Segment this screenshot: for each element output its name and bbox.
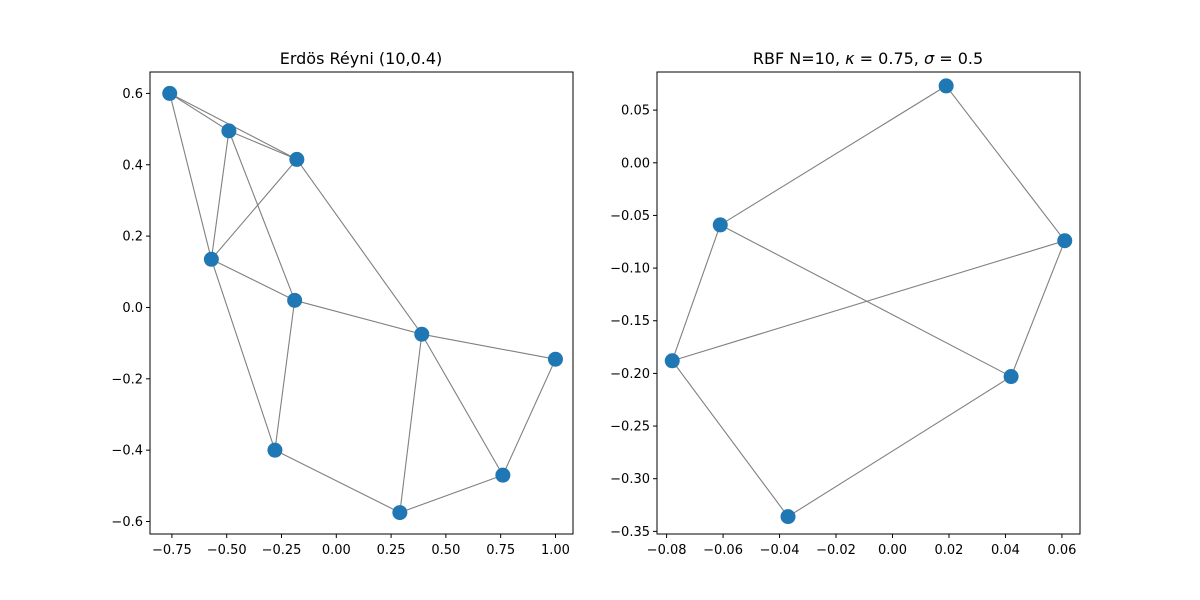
rbf-edge-5-4 xyxy=(787,376,1012,518)
erdos-renyi-edge-2-5 xyxy=(296,159,423,335)
rbf-ytick-label-0: 0.05 xyxy=(621,104,650,119)
erdos-renyi-nodes xyxy=(162,85,563,521)
erdos-renyi-y-axis: −0.6 −0.4 −0.2 0.0 0.2 0.4 0.6 xyxy=(111,87,150,530)
rbf-title-part-1: RBF N=10, xyxy=(753,49,845,68)
rbf-node-3 xyxy=(664,353,680,369)
rbf-edge-1-4 xyxy=(719,224,1012,378)
erdos-renyi-xtick-label-1: −0.50 xyxy=(207,543,247,558)
erdos-renyi-edge-8-9 xyxy=(399,474,504,514)
rbf-node-1 xyxy=(712,217,728,233)
rbf-ytick-label-2: −0.05 xyxy=(610,209,650,224)
erdos-renyi-node-0 xyxy=(162,85,178,101)
erdos-renyi-ytick-label-2: −0.2 xyxy=(111,372,143,387)
erdos-renyi-x-axis: −0.75 −0.50 −0.25 0.00 0.25 0.50 0.75 1.00 xyxy=(152,534,570,558)
rbf-ytick-label-7: −0.30 xyxy=(610,472,650,487)
rbf-ytick-label-3: −0.10 xyxy=(610,262,650,277)
rbf-xtick-label-1: −0.06 xyxy=(703,543,743,558)
erdos-renyi-ytick-label-5: 0.4 xyxy=(122,158,143,173)
rbf-xtick-label-6: 0.04 xyxy=(991,543,1020,558)
erdos-renyi-edge-1-2 xyxy=(228,130,298,160)
erdos-renyi-ytick-label-6: 0.6 xyxy=(122,87,143,102)
erdos-renyi-edge-3-4 xyxy=(211,258,295,301)
erdos-renyi-edge-1-4 xyxy=(228,130,296,301)
rbf-xtick-label-0: −0.08 xyxy=(647,543,687,558)
erdos-renyi-edge-6-9 xyxy=(502,358,556,476)
erdos-renyi-ytick-label-3: 0.0 xyxy=(122,301,143,316)
erdos-renyi-edge-5-9 xyxy=(421,333,504,476)
rbf-ytick-label-4: −0.15 xyxy=(610,314,650,329)
erdos-renyi-xtick-label-5: 0.50 xyxy=(431,543,460,558)
rbf-edges xyxy=(671,85,1066,518)
erdos-renyi-xtick-label-3: 0.00 xyxy=(322,543,351,558)
erdos-renyi-node-8 xyxy=(392,505,408,521)
rbf-xtick-label-3: −0.02 xyxy=(816,543,856,558)
rbf-ytick-label-5: −0.20 xyxy=(610,367,650,382)
erdos-renyi-edge-4-7 xyxy=(274,300,296,451)
erdos-renyi-node-1 xyxy=(221,123,237,139)
erdos-renyi-edge-3-7 xyxy=(210,259,276,451)
rbf-edge-1-3 xyxy=(671,224,721,361)
erdos-renyi-node-6 xyxy=(547,351,563,367)
erdos-renyi-title: Erdös Réyni (10,0.4) xyxy=(280,49,443,68)
erdos-renyi-node-3 xyxy=(203,251,219,267)
rbf-x-axis: −0.08 −0.06 −0.04 −0.02 0.00 0.02 0.04 0.06 xyxy=(647,534,1076,558)
rbf-xtick-label-2: −0.04 xyxy=(760,543,800,558)
rbf-panel: RBF N=10, κ = 0.75, σ = 0.5 −0.08 −0.06 −0… xyxy=(610,49,1081,558)
erdos-renyi-edge-5-6 xyxy=(421,333,556,360)
rbf-title-part-2: = 0.75, xyxy=(855,49,924,68)
rbf-ytick-label-1: 0.00 xyxy=(621,156,650,171)
rbf-ytick-label-6: −0.25 xyxy=(610,420,650,435)
erdos-renyi-ytick-label-1: −0.4 xyxy=(111,444,143,459)
erdos-renyi-edge-2-3 xyxy=(210,159,298,260)
rbf-edge-3-2 xyxy=(672,240,1065,362)
rbf-y-axis: 0.05 0.00 −0.05 −0.10 −0.15 −0.20 −0.25 −0.30 −0… xyxy=(610,104,657,540)
rbf-edge-2-4 xyxy=(1010,240,1066,377)
rbf-node-2 xyxy=(1057,233,1073,249)
rbf-nodes xyxy=(664,78,1073,525)
rbf-xtick-label-5: 0.02 xyxy=(935,543,964,558)
erdos-renyi-xtick-label-7: 1.00 xyxy=(541,543,570,558)
erdos-renyi-xtick-label-4: 0.25 xyxy=(377,543,406,558)
erdos-renyi-xtick-label-0: −0.75 xyxy=(152,543,192,558)
erdos-renyi-edge-0-3 xyxy=(169,93,212,260)
erdos-renyi-node-4 xyxy=(287,292,303,308)
rbf-title-part-3: = 0.5 xyxy=(934,49,983,68)
erdos-renyi-ytick-label-4: 0.2 xyxy=(122,230,143,245)
rbf-xtick-label-7: 0.06 xyxy=(1047,543,1076,558)
rbf-node-4 xyxy=(1003,369,1019,385)
erdos-renyi-xtick-label-2: −0.25 xyxy=(262,543,302,558)
erdos-renyi-edge-4-5 xyxy=(294,299,422,335)
rbf-axes-frame xyxy=(656,71,1081,535)
rbf-edge-3-5 xyxy=(671,360,789,517)
erdos-renyi-node-9 xyxy=(495,467,511,483)
rbf-title-sigma: σ xyxy=(924,49,935,68)
erdos-renyi-edge-0-1 xyxy=(169,92,230,132)
erdos-renyi-ytick-label-0: −0.6 xyxy=(111,515,143,530)
erdos-renyi-edge-1-3 xyxy=(210,130,230,260)
erdos-renyi-axes-frame xyxy=(149,71,574,535)
erdos-renyi-node-5 xyxy=(414,326,430,342)
rbf-xtick-label-4: 0.00 xyxy=(878,543,907,558)
erdos-renyi-edge-5-8 xyxy=(399,334,423,513)
rbf-node-0 xyxy=(938,78,954,94)
rbf-edge-0-2 xyxy=(945,85,1066,242)
rbf-node-5 xyxy=(780,509,796,525)
rbf-ytick-label-8: −0.35 xyxy=(610,525,650,540)
erdos-renyi-edge-7-8 xyxy=(274,449,401,514)
erdos-renyi-node-7 xyxy=(267,442,283,458)
erdos-renyi-node-2 xyxy=(289,151,305,167)
rbf-title-kappa: κ xyxy=(845,49,855,68)
rbf-title: RBF N=10, κ = 0.75, σ = 0.5 xyxy=(753,49,983,68)
erdos-renyi-panel: Erdös Réyni (10,0.4) −0.75 −0.50 −0.25 0.00… xyxy=(111,49,574,558)
rbf-edge-0-1 xyxy=(719,85,947,226)
erdos-renyi-edges xyxy=(169,92,556,514)
erdos-renyi-xtick-label-6: 0.75 xyxy=(486,543,515,558)
